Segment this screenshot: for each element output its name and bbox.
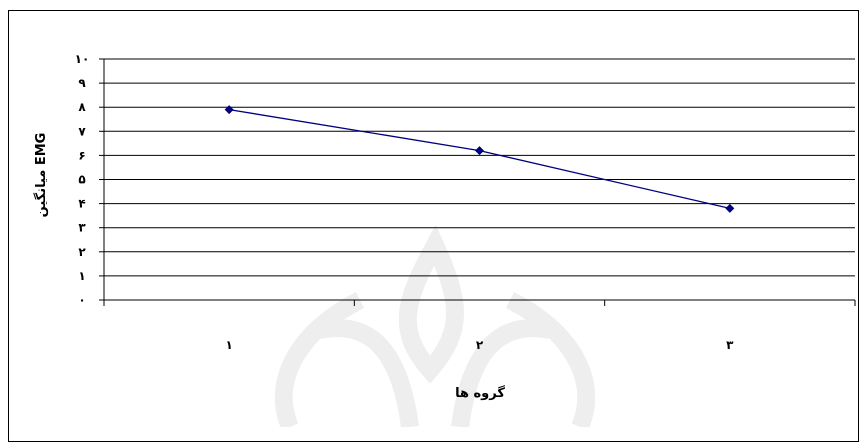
data-point-2 (725, 203, 735, 213)
x-tick-label-2: ۳ (726, 338, 734, 352)
x-axis-title: گروه ها (455, 385, 505, 401)
y-tick-label-8: ۸ (78, 100, 86, 114)
y-tick-label-2: ۲ (78, 245, 86, 259)
x-tick-label-0: ۱ (226, 338, 233, 352)
line-chart: ۰ ۱ ۲ ۳ ۴ ۵ ۶ ۷ ۸ ۹ ۱۰ ۱ ۲ ۳ میانگین EMG گروه ها (33, 52, 856, 427)
y-tick-label-6: ۶ (78, 148, 85, 162)
y-tick-label-9: ۹ (78, 76, 86, 90)
y-axis-title: میانگین EMG (33, 133, 49, 218)
watermark-logo (274, 224, 596, 427)
y-tick-label-3: ۳ (78, 221, 86, 235)
data-point-0 (224, 105, 234, 115)
x-tick-marks (103, 300, 856, 306)
y-tick-label-7: ۷ (78, 124, 86, 138)
y-tick-label-4: ۴ (78, 197, 85, 211)
data-point-1 (475, 146, 484, 156)
y-tick-label-5: ۵ (78, 173, 85, 187)
y-tick-labels: ۰ ۱ ۲ ۳ ۴ ۵ ۶ ۷ ۸ ۹ ۱۰ (75, 52, 90, 307)
x-tick-labels: ۱ ۲ ۳ (226, 338, 735, 352)
gridlines (99, 58, 855, 301)
x-tick-label-1: ۲ (476, 338, 484, 352)
series-line (229, 108, 730, 210)
y-tick-label-10: ۱۰ (75, 52, 90, 66)
data-markers (224, 105, 735, 213)
y-tick-label-1: ۱ (78, 269, 85, 283)
y-tick-label-0: ۰ (78, 293, 85, 307)
